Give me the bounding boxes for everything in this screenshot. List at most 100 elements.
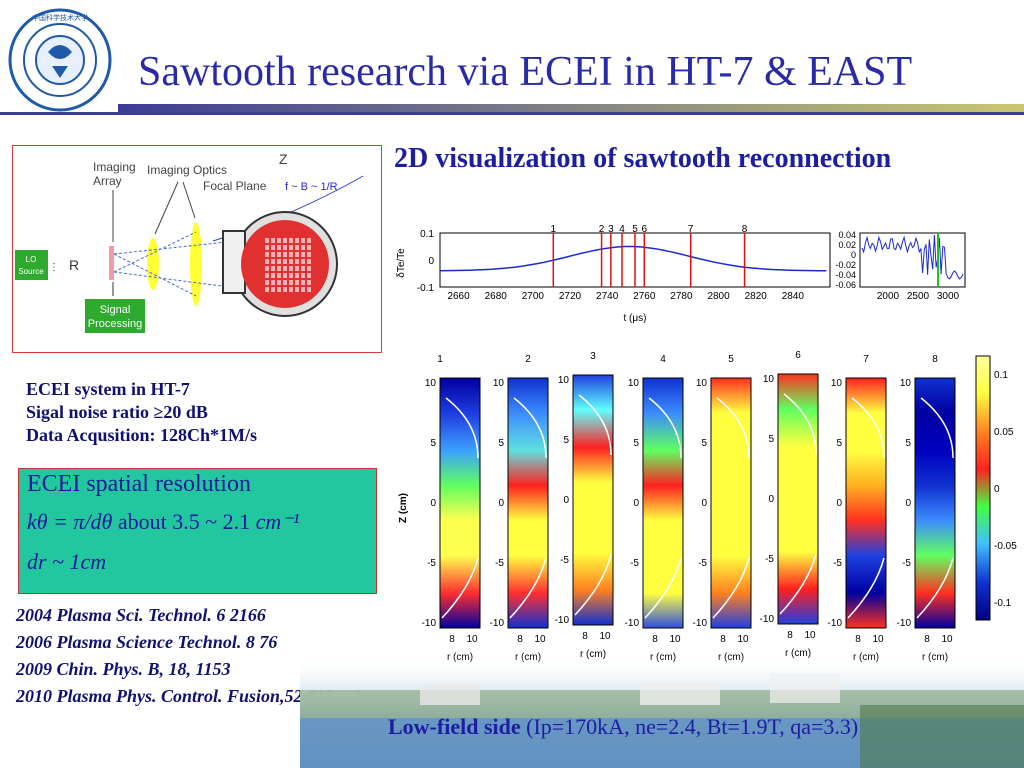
panel-label: 5: [728, 354, 734, 365]
detector-cell: [277, 273, 281, 278]
panel-label: 7: [863, 354, 869, 365]
panel-label: 6: [795, 350, 801, 361]
panel-z-tick: -10: [422, 618, 437, 629]
detector-cell: [289, 252, 293, 257]
inset-y-tick: 0.02: [838, 240, 856, 250]
detector-cell: [289, 259, 293, 264]
detector-cell: [271, 245, 275, 250]
detector-cell: [271, 280, 275, 285]
detector-cell: [265, 287, 269, 292]
panel-z-label: Z (cm): [398, 493, 409, 523]
x-tick-label: 2740: [596, 291, 619, 302]
detector-grid: [265, 238, 311, 292]
flux-surface-curve: [712, 557, 750, 619]
imaging-optics-label: Imaging Optics: [147, 163, 227, 177]
header-rule: [118, 104, 1024, 112]
y-tick-label: 0.1: [420, 229, 434, 240]
ecei-diagram-svg: LO Source ⋮ R Imaging Array Imaging Opti…: [15, 151, 364, 333]
panel-z-tick: -10: [490, 618, 505, 629]
x-tick-label: 2760: [633, 291, 656, 302]
detector-cell: [271, 252, 275, 257]
panel-r-label: r (cm): [785, 648, 811, 659]
ecei-diagram: LO Source ⋮ R Imaging Array Imaging Opti…: [12, 145, 382, 353]
x-tick-label: 2680: [485, 291, 508, 302]
time-marker-label: 8: [742, 225, 748, 235]
panel-z-tick: 5: [836, 438, 842, 449]
x-tick-label: 2660: [447, 291, 470, 302]
x-tick-label: 2720: [559, 291, 582, 302]
imaging-array-label-2: Array: [93, 174, 122, 188]
panel-z-tick: 0: [836, 498, 842, 509]
panel-z-tick: 10: [900, 378, 912, 389]
detector-cell: [301, 259, 305, 264]
flux-surface-curve: [851, 397, 885, 459]
panel-z-tick: -5: [427, 558, 436, 569]
detector-cell: [295, 238, 299, 243]
flux-surface-curve: [574, 554, 612, 616]
time-marker-label: 2: [599, 225, 605, 235]
colorbar: [975, 355, 991, 621]
detector-cell: [289, 266, 293, 271]
detector-cell: [307, 259, 311, 264]
panel-z-tick: 0: [905, 498, 911, 509]
flux-surface-curve: [916, 557, 954, 619]
time-marker-label: 5: [632, 225, 638, 235]
detector-cell: [271, 266, 275, 271]
panel-z-tick: -10: [693, 618, 708, 629]
d-formula: dr ~ 1: [27, 549, 81, 574]
detector-cell: [265, 238, 269, 243]
detector-cell: [307, 280, 311, 285]
panel-r-tick: 10: [804, 630, 816, 641]
panel-z-tick: -5: [833, 558, 842, 569]
y-tick-label: 0: [428, 256, 434, 267]
panel-z-tick: 10: [831, 378, 843, 389]
panel-z-tick: 0: [768, 494, 774, 505]
flux-surface-curve: [716, 397, 750, 459]
lens-1: [147, 238, 159, 290]
inset-frame: [859, 232, 966, 288]
detector-cell: [271, 287, 275, 292]
system-line-2: Sigal noise ratio ≥20 dB: [26, 402, 208, 422]
panel-z-tick: -5: [560, 555, 569, 566]
resolution-box: ECEI spatial resolution kθ = π/dθ about …: [18, 468, 377, 594]
detector-cell: [307, 273, 311, 278]
lo-source-box: [15, 250, 48, 280]
detector-cell: [277, 245, 281, 250]
detector-cell: [265, 252, 269, 257]
detector-cell: [283, 280, 287, 285]
panel-z-tick: 5: [498, 438, 504, 449]
imaging-array-label: Imaging: [93, 160, 136, 174]
panel-z-tick: -10: [555, 615, 570, 626]
panel-z-tick: 10: [763, 374, 775, 385]
frequency-label: f ~ B ~ 1/R: [285, 181, 338, 193]
detector-cell: [301, 252, 305, 257]
panel-r-tick: 8: [720, 634, 726, 645]
detector-cell: [289, 238, 293, 243]
panel-r-tick: 10: [599, 631, 611, 642]
flux-surface-curve: [847, 557, 885, 619]
panel-z-tick: 0: [498, 498, 504, 509]
x-tick-label: 2820: [745, 291, 768, 302]
detector-cell: [307, 238, 311, 243]
panel-z-tick: 5: [768, 434, 774, 445]
inset-y-tick: -0.06: [835, 280, 856, 290]
reference-item: 2010 Plasma Phys. Control. Fusion,52,015…: [16, 686, 362, 706]
panel-z-tick: 0: [430, 498, 436, 509]
panel-image: [439, 377, 481, 629]
system-line-1: ECEI system in HT-7: [26, 379, 190, 399]
colorbar-tick: 0.1: [994, 370, 1008, 381]
d-unit: cm: [80, 549, 107, 574]
inset-y-tick: -0.04: [835, 270, 856, 280]
d-r-line: dr ~ 1cm: [27, 549, 106, 575]
section-subtitle: 2D visualization of sawtooth reconnectio…: [394, 143, 892, 174]
x-tick-label: 2840: [782, 291, 805, 302]
imaging-array: [109, 246, 114, 280]
flux-surface-curve: [509, 557, 547, 619]
system-specs: ECEI system in HT-7 Sigal noise ratio ≥2…: [26, 378, 257, 447]
panel-image: [572, 374, 614, 626]
panel-z-tick: -10: [760, 614, 775, 625]
panel-z-tick: 0: [563, 495, 569, 506]
panel-r-tick: 8: [787, 630, 793, 641]
detector-cell: [283, 287, 287, 292]
